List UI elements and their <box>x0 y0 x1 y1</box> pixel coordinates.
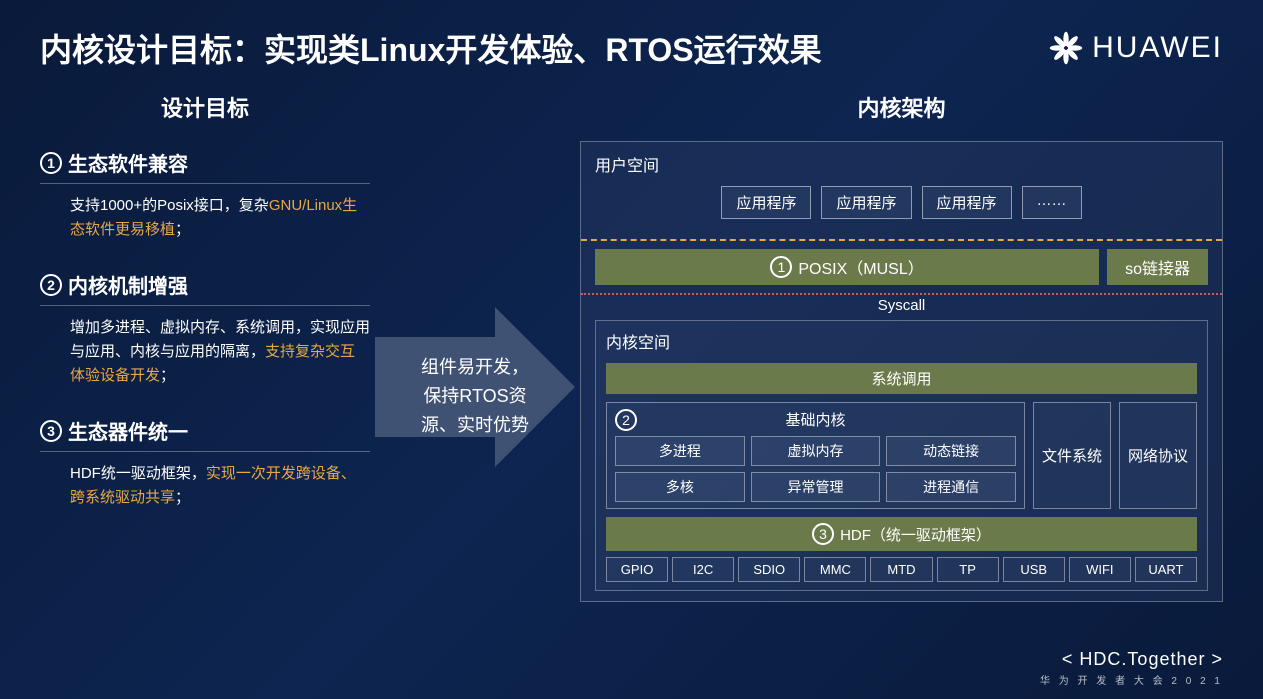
syscall-box: 系统调用 <box>606 363 1197 394</box>
goal-2-desc: 增加多进程、虚拟内存、系统调用，实现应用与应用、内核与应用的隔离，支持复杂交互体… <box>40 316 370 388</box>
hdf-label: HDF（统一驱动框架） <box>840 524 991 545</box>
core-num: 2 <box>615 409 637 431</box>
goal-3-desc: HDF统一驱动框架，实现一次开发跨设备、跨系统驱动共享； <box>40 462 370 510</box>
posix-main: 1 POSIX（MUSL） <box>595 249 1099 285</box>
posix-row: 1 POSIX（MUSL） so链接器 <box>595 249 1208 285</box>
app-box-2: 应用程序 <box>821 186 911 219</box>
left-panel: 设计目标 1 生态软件兼容 支持1000+的Posix接口，复杂GNU/Linu… <box>40 91 370 602</box>
header: 内核设计目标：实现类Linux开发体验、RTOS运行效果 HUAWEI <box>0 0 1263 81</box>
goal-2-title: 内核机制增强 <box>68 270 188 299</box>
kernel-space-label: 内核空间 <box>606 329 1197 353</box>
driver-gpio: GPIO <box>606 557 668 582</box>
huawei-flower-icon <box>1048 30 1084 66</box>
huawei-logo: HUAWEI <box>1048 30 1223 66</box>
driver-i2c: I2C <box>672 557 734 582</box>
core-cell-5: 异常管理 <box>751 472 881 502</box>
user-space-box: 用户空间 应用程序 应用程序 应用程序 …… <box>581 142 1222 239</box>
core-title: 基础内核 <box>785 409 845 430</box>
circle-num-3: 3 <box>40 420 62 442</box>
hdf-num: 3 <box>812 523 834 545</box>
circle-num-1: 1 <box>40 152 62 174</box>
right-title: 内核架构 <box>580 91 1223 123</box>
arch-container: 用户空间 应用程序 应用程序 应用程序 …… 1 POSIX（MUSL） so链… <box>580 141 1223 602</box>
middle-arrow: 组件易开发， 保持RTOS资 源、实时优势 <box>390 91 560 602</box>
goal-1-title: 生态软件兼容 <box>68 148 188 177</box>
driver-mtd: MTD <box>870 557 932 582</box>
dashed-divider <box>581 239 1222 241</box>
goal-1-desc: 支持1000+的Posix接口，复杂GNU/Linux生态软件更易移植； <box>40 194 370 242</box>
app-row: 应用程序 应用程序 应用程序 …… <box>595 186 1208 219</box>
core-cell-4: 多核 <box>615 472 745 502</box>
core-cell-6: 进程通信 <box>886 472 1016 502</box>
core-cell-1: 多进程 <box>615 436 745 466</box>
core-cell-2: 虚拟内存 <box>751 436 881 466</box>
goal-2: 2 内核机制增强 增加多进程、虚拟内存、系统调用，实现应用与应用、内核与应用的隔… <box>40 270 370 388</box>
arrow-text: 组件易开发， 保持RTOS资 源、实时优势 <box>421 353 529 439</box>
kernel-core-title: 2 基础内核 <box>615 409 1016 430</box>
user-space-label: 用户空间 <box>595 152 1208 176</box>
posix-label: POSIX（MUSL） <box>798 255 923 279</box>
main-title: 内核设计目标：实现类Linux开发体验、RTOS运行效果 <box>40 25 822 71</box>
driver-usb: USB <box>1003 557 1065 582</box>
goal-3-heading: 3 生态器件统一 <box>40 416 370 452</box>
so-linker: so链接器 <box>1107 249 1208 285</box>
kernel-space: 内核空间 系统调用 2 基础内核 多进程 虚拟内存 动态链接 多核 <box>595 320 1208 591</box>
app-box-more: …… <box>1022 186 1082 219</box>
driver-sdio: SDIO <box>738 557 800 582</box>
circle-num-2: 2 <box>40 274 62 296</box>
driver-mmc: MMC <box>804 557 866 582</box>
right-panel: 内核架构 用户空间 应用程序 应用程序 应用程序 …… 1 POSIX（MUSL… <box>580 91 1223 602</box>
footer-main: < HDC.Together > <box>1040 649 1223 670</box>
driver-uart: UART <box>1135 557 1197 582</box>
kernel-core: 2 基础内核 多进程 虚拟内存 动态链接 多核 异常管理 进程通信 <box>606 402 1025 509</box>
filesystem-box: 文件系统 <box>1033 402 1111 509</box>
goal-3-title: 生态器件统一 <box>68 416 188 445</box>
goal-3: 3 生态器件统一 HDF统一驱动框架，实现一次开发跨设备、跨系统驱动共享； <box>40 416 370 510</box>
kernel-row: 2 基础内核 多进程 虚拟内存 动态链接 多核 异常管理 进程通信 文件系统 <box>606 402 1197 509</box>
app-box-3: 应用程序 <box>922 186 1012 219</box>
footer-sub: 华 为 开 发 者 大 会 2 0 2 1 <box>1040 672 1223 687</box>
posix-num: 1 <box>770 256 792 278</box>
syscall-label: Syscall <box>581 295 1222 320</box>
core-grid: 多进程 虚拟内存 动态链接 多核 异常管理 进程通信 <box>615 436 1016 502</box>
driver-row: GPIO I2C SDIO MMC MTD TP USB WIFI UART <box>606 557 1197 582</box>
core-cell-3: 动态链接 <box>886 436 1016 466</box>
goal-2-heading: 2 内核机制增强 <box>40 270 370 306</box>
footer: < HDC.Together > 华 为 开 发 者 大 会 2 0 2 1 <box>1040 649 1223 687</box>
driver-tp: TP <box>937 557 999 582</box>
goal-1-heading: 1 生态软件兼容 <box>40 148 370 184</box>
content: 设计目标 1 生态软件兼容 支持1000+的Posix接口，复杂GNU/Linu… <box>0 81 1263 602</box>
app-box-1: 应用程序 <box>721 186 811 219</box>
huawei-text: HUAWEI <box>1092 31 1223 65</box>
driver-wifi: WIFI <box>1069 557 1131 582</box>
network-box: 网络协议 <box>1119 402 1197 509</box>
hdf-box: 3 HDF（统一驱动框架） <box>606 517 1197 551</box>
left-title: 设计目标 <box>40 91 370 123</box>
goal-1: 1 生态软件兼容 支持1000+的Posix接口，复杂GNU/Linux生态软件… <box>40 148 370 242</box>
